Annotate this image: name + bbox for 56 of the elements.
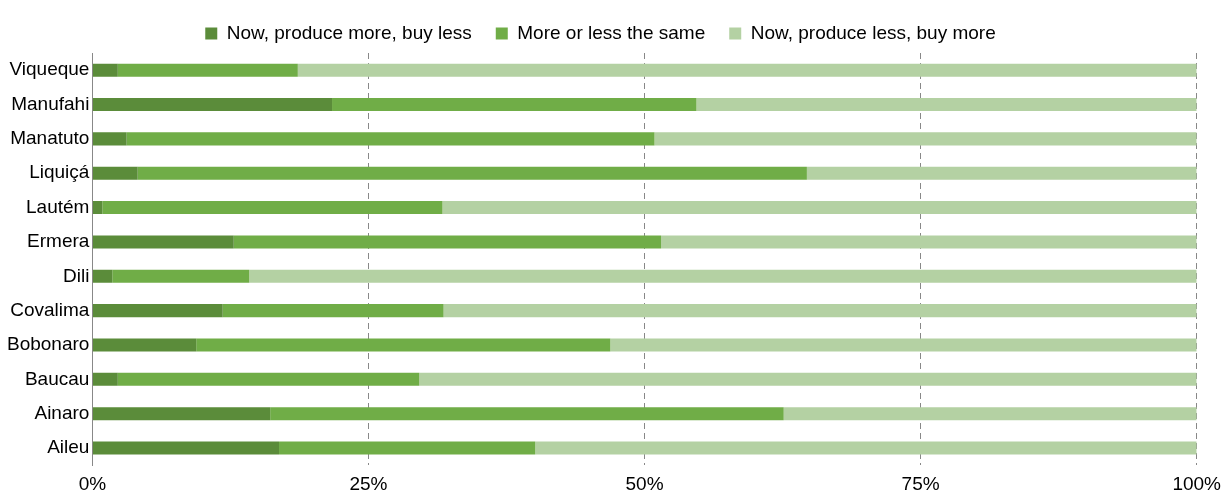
x-tick-label: 25% xyxy=(349,472,388,494)
bar xyxy=(92,132,127,146)
bar xyxy=(196,338,611,352)
bar xyxy=(610,338,1197,352)
y-tick-label: Ainaro xyxy=(34,401,90,423)
y-tick-label: Aileu xyxy=(47,436,90,458)
bar xyxy=(112,269,250,283)
legend-label: Now, produce more, buy less xyxy=(226,21,472,43)
bar xyxy=(102,201,443,215)
bar xyxy=(279,441,536,455)
bar xyxy=(117,63,298,77)
bar xyxy=(92,269,113,283)
bar xyxy=(126,132,655,146)
bar xyxy=(92,201,103,215)
bar xyxy=(92,338,197,352)
bar xyxy=(233,235,662,249)
bar xyxy=(92,98,333,112)
bar xyxy=(92,166,138,180)
bar xyxy=(783,407,1197,421)
bar xyxy=(442,201,1197,215)
x-tick-label: 100% xyxy=(1172,472,1222,494)
bar xyxy=(806,166,1197,180)
bar xyxy=(117,372,420,386)
bar xyxy=(249,269,1197,283)
y-tick-label: Baucau xyxy=(24,367,90,389)
bar xyxy=(332,98,697,112)
bar xyxy=(297,63,1197,77)
y-tick-label: Manufahi xyxy=(11,92,90,114)
bar xyxy=(92,63,118,77)
bar xyxy=(92,441,280,455)
y-tick-label: Liquiçá xyxy=(29,161,90,183)
bar xyxy=(92,304,223,318)
bar xyxy=(696,98,1197,112)
bar xyxy=(419,372,1197,386)
x-tick-label: 75% xyxy=(901,472,940,494)
bar xyxy=(654,132,1197,146)
legend-label: More or less the same xyxy=(517,21,706,43)
bar xyxy=(92,235,234,249)
y-tick-label: Covalima xyxy=(10,298,90,320)
bar xyxy=(443,304,1197,318)
bar xyxy=(92,372,118,386)
bar xyxy=(137,166,807,180)
y-tick-label: Viqueque xyxy=(9,58,90,80)
x-tick-label: 50% xyxy=(625,472,664,494)
y-tick-label: Ermera xyxy=(27,230,90,252)
y-tick-label: Manatuto xyxy=(10,127,90,149)
bar xyxy=(270,407,784,421)
bar xyxy=(535,441,1197,455)
x-tick-label: 0% xyxy=(78,472,107,494)
bar xyxy=(92,407,271,421)
legend-label: Now, produce less, buy more xyxy=(750,21,996,43)
y-tick-label: Lautém xyxy=(26,195,90,217)
bar xyxy=(661,235,1197,249)
y-tick-label: Dili xyxy=(63,264,90,286)
bar xyxy=(222,304,444,318)
y-tick-label: Bobonaro xyxy=(7,333,90,355)
